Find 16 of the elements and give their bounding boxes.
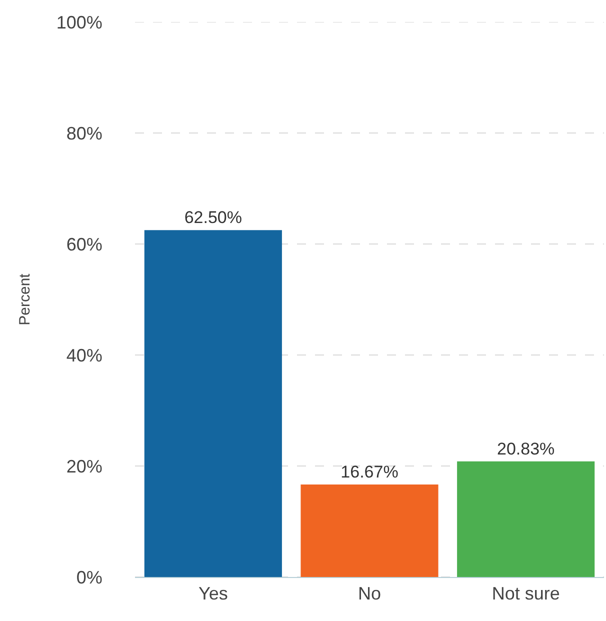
y-tick-label: 0%	[76, 567, 102, 588]
bar	[300, 484, 438, 577]
data-label: 62.50%	[184, 208, 242, 228]
x-tick-label: Yes	[198, 584, 228, 604]
y-tick-label: 20%	[66, 456, 102, 476]
y-tick-label: 100%	[56, 12, 102, 32]
x-tick-label: No	[358, 584, 382, 604]
y-axis-title: Percent	[16, 272, 34, 326]
data-label: 20.83%	[497, 439, 555, 458]
data-label: 16.67%	[340, 462, 398, 482]
y-tick-label: 80%	[66, 123, 102, 144]
bar	[144, 230, 282, 577]
bar	[457, 461, 595, 577]
y-tick-label: 60%	[66, 234, 102, 254]
x-tick-label: Not sure	[492, 584, 560, 604]
y-tick-label: 40%	[66, 345, 102, 366]
